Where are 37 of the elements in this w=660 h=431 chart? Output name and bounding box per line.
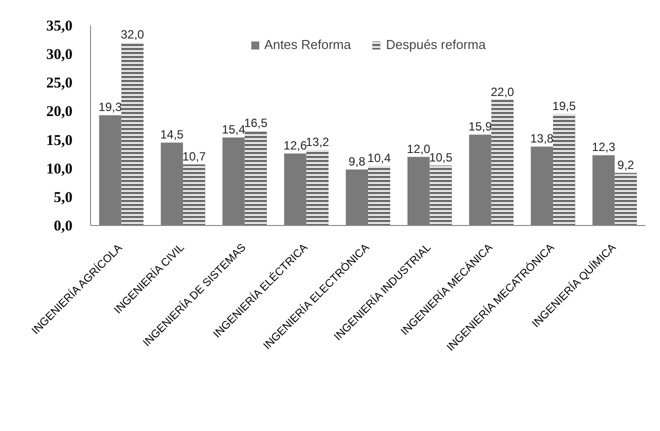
y-tick-label: 35,0 <box>46 18 72 34</box>
y-tick-label: 10,0 <box>46 161 72 178</box>
data-label: 16,5 <box>244 116 268 130</box>
bar <box>284 154 306 226</box>
data-label: 12,6 <box>284 138 308 152</box>
legend-label: Después reforma <box>386 37 486 52</box>
y-tick-label: 30,0 <box>46 47 72 64</box>
bar <box>160 142 183 226</box>
data-label: 10,7 <box>182 149 206 164</box>
data-label: 22,0 <box>490 84 514 99</box>
data-label: 10,4 <box>367 151 392 166</box>
data-label: 13,8 <box>530 132 554 146</box>
bar <box>99 115 122 226</box>
bar <box>469 134 492 226</box>
y-tick-label: 15,0 <box>46 132 72 149</box>
data-label: 15,4 <box>222 122 246 136</box>
data-label: 10,5 <box>429 150 453 164</box>
data-label: 9,8 <box>348 154 366 168</box>
data-label: 12,3 <box>592 140 616 154</box>
bar <box>530 146 553 226</box>
data-label: 14,5 <box>160 128 184 142</box>
y-tick-label: 0,0 <box>54 218 72 234</box>
bar <box>346 170 368 226</box>
data-label: 32,0 <box>120 28 144 42</box>
data-label: 13,2 <box>306 135 330 150</box>
y-tick-label: 25,0 <box>46 76 72 92</box>
data-label: 9,2 <box>617 158 634 172</box>
data-label: 19,3 <box>98 100 122 114</box>
legend-label: Antes Reforma <box>264 37 351 52</box>
data-label: 19,5 <box>552 99 576 114</box>
data-label: 15,9 <box>468 120 492 134</box>
bar <box>222 138 245 226</box>
y-tick-label: 20,0 <box>46 104 72 120</box>
bar <box>592 155 615 226</box>
data-label: 12,0 <box>406 142 431 156</box>
y-tick-label: 5,0 <box>54 190 72 206</box>
bar <box>407 156 430 226</box>
